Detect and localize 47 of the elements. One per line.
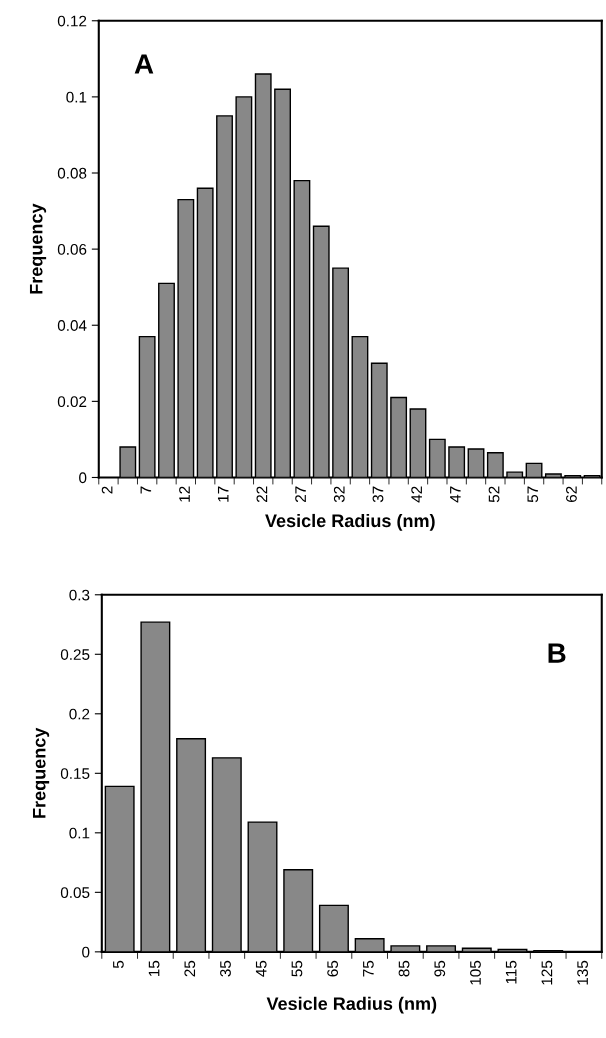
y-tick-label: 0.08 — [57, 167, 87, 179]
y-tick-label: 0.12 — [57, 15, 87, 27]
x-tick-label: 55 — [291, 960, 303, 977]
x-tick-label: 52 — [488, 486, 500, 503]
x-tick-label: 115 — [505, 960, 517, 984]
x-tick-label: 37 — [372, 486, 384, 503]
x-tick-label: 5 — [113, 960, 124, 969]
x-tick-label: 65 — [327, 960, 339, 977]
x-tick-label: 57 — [527, 486, 539, 503]
x-tick-label: 15 — [148, 960, 160, 977]
x-tick-label: 95 — [434, 960, 446, 977]
y-axis-title: Frequency — [29, 203, 47, 294]
x-tick-label: 35 — [220, 960, 231, 977]
y-tick-label: 0.02 — [57, 396, 87, 408]
x-tick-label: 17 — [217, 486, 229, 502]
x-tick-label: 2 — [101, 486, 113, 494]
x-tick-label: 135 — [577, 960, 588, 985]
y-tick-label: 0.25 — [60, 649, 90, 660]
y-tick-label: 0.1 — [69, 827, 90, 839]
y-tick-label: 0.06 — [57, 243, 87, 255]
x-tick-label: 45 — [255, 960, 267, 977]
y-tick-label: 0.15 — [60, 768, 90, 779]
x-tick-label: 47 — [450, 486, 461, 503]
y-tick-label: 0 — [79, 472, 87, 484]
y-axis-title: Frequency — [32, 727, 50, 818]
x-tick-label: 85 — [398, 960, 410, 977]
y-tick-label: 0.2 — [69, 708, 90, 720]
y-tick-label: 0.1 — [66, 91, 87, 103]
y-tick-label: 0.04 — [57, 320, 87, 331]
y-tick-label: 0.3 — [69, 589, 90, 601]
y-tick-label: 0.05 — [60, 887, 90, 899]
x-tick-label: 62 — [566, 486, 577, 503]
annotation: A — [134, 54, 154, 74]
x-tick-label: 32 — [333, 486, 345, 503]
x-tick-label: 7 — [140, 486, 152, 494]
x-tick-label: 125 — [541, 960, 553, 985]
x-tick-label: 27 — [295, 486, 306, 503]
x-tick-label: 75 — [363, 960, 374, 977]
x-axis-title: Vesicle Radius (nm) — [266, 996, 437, 1014]
y-tick-label: 0 — [82, 946, 90, 958]
x-tick-label: 25 — [184, 960, 196, 977]
annotation: B — [548, 643, 566, 663]
x-tick-label: 42 — [411, 486, 422, 503]
x-tick-label: 105 — [470, 960, 481, 985]
x-axis-title: Vesicle Radius (nm) — [265, 513, 435, 531]
x-tick-label: 12 — [179, 486, 190, 502]
x-tick-label: 22 — [256, 486, 268, 503]
